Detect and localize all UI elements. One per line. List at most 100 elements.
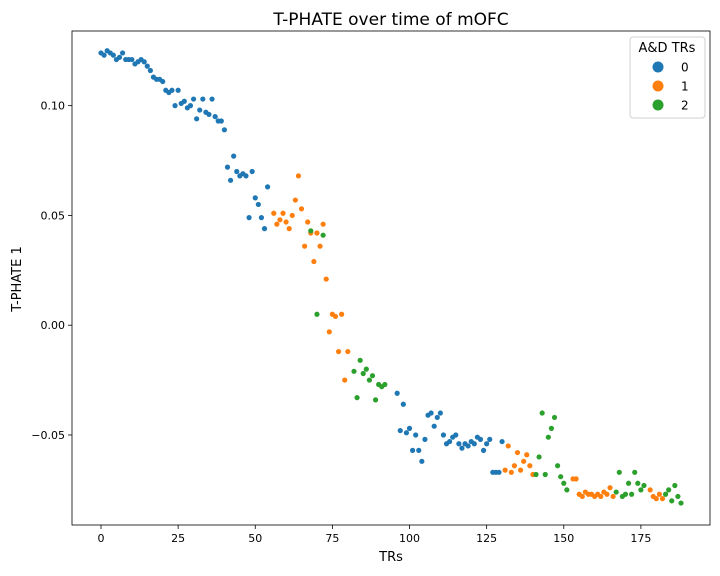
data-point — [465, 443, 471, 449]
data-point — [249, 168, 255, 175]
data-point — [613, 489, 619, 495]
data-point — [406, 425, 413, 431]
data-point — [295, 173, 302, 179]
data-point — [625, 480, 632, 486]
x-axis-label: TRs — [378, 550, 403, 565]
data-point — [302, 243, 308, 249]
data-point — [484, 441, 490, 447]
data-point — [101, 52, 107, 58]
data-point — [545, 434, 551, 440]
legend-title: A&D TRs — [639, 41, 696, 56]
data-point — [271, 210, 277, 216]
data-point — [675, 493, 681, 500]
x-tick-label: 25 — [171, 532, 185, 545]
data-point — [499, 438, 505, 445]
data-point — [447, 438, 453, 445]
data-point — [554, 463, 561, 469]
legend-entries: 0 1 2 — [652, 61, 689, 113]
data-point — [579, 493, 585, 500]
data-point — [252, 195, 258, 201]
y-tick-label: 0.05 — [41, 209, 66, 222]
data-point — [342, 377, 348, 383]
data-point — [437, 410, 443, 416]
legend-marker — [652, 80, 664, 92]
data-point — [542, 471, 548, 478]
data-point — [187, 103, 194, 109]
data-point — [416, 447, 422, 453]
data-point — [382, 381, 388, 388]
x-tick-label: 100 — [399, 532, 420, 545]
data-point — [666, 487, 672, 493]
data-point — [641, 482, 647, 489]
data-point — [360, 370, 366, 377]
data-point — [434, 414, 440, 421]
data-point — [403, 430, 410, 436]
data-point — [366, 377, 373, 383]
data-point — [227, 177, 234, 183]
data-point — [524, 452, 530, 458]
data-point — [487, 436, 493, 442]
data-point — [231, 153, 237, 159]
data-point — [314, 230, 320, 236]
data-point — [298, 206, 305, 212]
data-point — [548, 425, 555, 431]
data-point — [305, 219, 311, 225]
data-point — [363, 366, 369, 372]
data-point — [453, 432, 459, 438]
data-point — [409, 447, 416, 453]
data-point — [110, 52, 116, 58]
data-point — [459, 445, 465, 451]
legend-label: 2 — [681, 99, 689, 113]
data-point — [521, 458, 527, 464]
data-point — [190, 96, 197, 102]
data-point — [419, 458, 425, 464]
data-point — [320, 221, 326, 227]
data-point — [471, 441, 477, 447]
data-point — [218, 118, 224, 124]
data-point — [308, 228, 314, 234]
data-point — [258, 215, 265, 221]
data-point — [669, 498, 675, 504]
y-tick-label: −0.05 — [31, 429, 65, 442]
y-tick-label: 0.10 — [41, 100, 66, 113]
data-points — [98, 48, 684, 506]
data-point — [274, 221, 280, 227]
data-point — [221, 127, 228, 133]
data-point — [496, 469, 502, 475]
data-point — [283, 219, 289, 225]
data-point — [397, 427, 403, 434]
data-point — [564, 487, 570, 493]
data-point — [224, 164, 231, 170]
data-point — [656, 491, 663, 497]
data-point — [351, 368, 357, 374]
data-point — [144, 63, 150, 69]
data-point — [536, 454, 542, 460]
x-axis-ticks: 0 25 50 75 100 125 150 175 — [98, 525, 651, 545]
data-point — [678, 500, 684, 506]
data-point — [277, 217, 283, 223]
data-point — [517, 467, 524, 473]
data-point — [428, 410, 434, 416]
data-point — [317, 243, 323, 249]
data-point — [339, 311, 345, 317]
data-point — [533, 471, 539, 478]
data-point — [456, 441, 462, 447]
data-point — [610, 493, 616, 500]
data-point — [607, 485, 613, 491]
data-point — [480, 447, 487, 453]
data-point — [181, 98, 187, 104]
data-point — [197, 107, 203, 113]
data-point — [243, 173, 249, 179]
data-point — [357, 357, 363, 363]
data-point — [292, 197, 298, 203]
data-point — [598, 493, 604, 500]
data-point — [261, 226, 268, 232]
data-point — [477, 436, 484, 442]
data-point — [502, 467, 508, 473]
data-point — [632, 469, 638, 475]
x-tick-label: 0 — [98, 532, 105, 545]
data-point — [172, 103, 178, 109]
data-point — [558, 474, 564, 480]
data-point — [332, 313, 339, 320]
